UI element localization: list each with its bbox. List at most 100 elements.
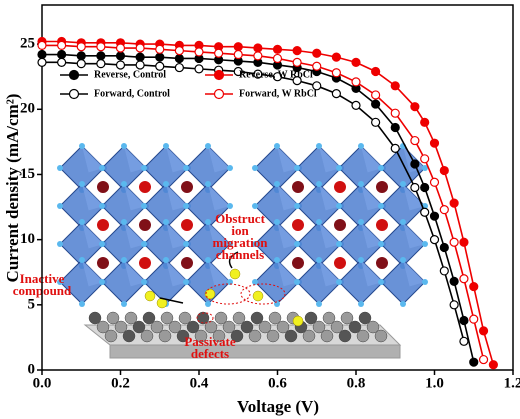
point (331, 52, 341, 62)
octahedron-face (403, 222, 425, 249)
substrate-atom (250, 311, 264, 325)
legend-marker (68, 69, 80, 81)
substrate-atom (222, 320, 236, 334)
anion (316, 301, 322, 307)
substrate-atom (186, 320, 200, 334)
point (155, 44, 165, 54)
anion (227, 165, 233, 171)
anion (141, 165, 147, 171)
point (420, 207, 430, 217)
anion (294, 241, 300, 247)
point (449, 237, 459, 247)
anion (79, 143, 85, 149)
anion (227, 279, 233, 285)
octahedron-face (277, 222, 299, 249)
anion (378, 241, 384, 247)
point (331, 89, 341, 99)
point (292, 57, 302, 67)
anion (79, 301, 85, 307)
substrate-atom (150, 320, 164, 334)
vacancy-ring (240, 283, 286, 305)
anion (205, 301, 211, 307)
point (76, 51, 86, 61)
point (410, 159, 420, 169)
substrate-atom (266, 329, 280, 343)
anion (336, 165, 342, 171)
annotation: Obstruct (215, 211, 266, 226)
point (214, 48, 224, 58)
point (96, 51, 106, 61)
arrow (228, 251, 239, 269)
point (449, 300, 459, 310)
anion (336, 241, 342, 247)
anion (316, 219, 322, 225)
substrate-atom (230, 329, 244, 343)
substrate-atom (338, 329, 352, 343)
point (390, 81, 400, 91)
point (135, 43, 145, 53)
anion (205, 219, 211, 225)
point (312, 61, 322, 71)
y-tick-label: 0 (28, 361, 36, 377)
point (478, 354, 489, 365)
point (115, 51, 126, 61)
point (76, 59, 86, 69)
anion (141, 279, 147, 285)
anion (316, 181, 322, 187)
point (449, 198, 459, 208)
anion (205, 143, 211, 149)
anion (57, 241, 63, 247)
octahedron-face (124, 184, 146, 211)
anion (141, 241, 147, 247)
point (429, 177, 440, 187)
point (233, 42, 243, 52)
anion (183, 165, 189, 171)
point (155, 61, 165, 71)
point (115, 43, 126, 53)
cation (181, 257, 193, 269)
octahedron-face (166, 260, 188, 287)
point (459, 274, 469, 284)
octahedron-face (82, 184, 104, 211)
octahedron-face (319, 222, 341, 249)
substrate-atom (194, 329, 208, 343)
substrate-atom (212, 329, 226, 343)
anion (274, 257, 280, 263)
anion (183, 279, 189, 285)
anion (121, 257, 127, 263)
point (174, 46, 184, 56)
arrow (159, 297, 184, 304)
point (351, 100, 361, 110)
anion (274, 219, 280, 225)
anion (227, 203, 233, 209)
anion (400, 257, 406, 263)
anion (252, 279, 258, 285)
point (410, 102, 420, 112)
octahedron-face (277, 184, 299, 211)
point (135, 52, 145, 62)
x-tick-label: 0.6 (268, 375, 287, 391)
anion (400, 181, 406, 187)
octahedron-face (361, 184, 383, 211)
point (253, 51, 263, 61)
cation (376, 181, 388, 193)
additive (252, 290, 264, 302)
point (429, 211, 440, 221)
substrate-atom (114, 320, 128, 334)
point (449, 276, 459, 286)
point (351, 77, 361, 87)
anion (316, 257, 322, 263)
substrate-atom (340, 311, 354, 325)
anion (274, 181, 280, 187)
cation (181, 219, 193, 231)
octahedron-face (166, 184, 188, 211)
point (420, 154, 430, 164)
substrate-atom (106, 311, 120, 325)
octahedron-face (361, 222, 383, 249)
substrate-atom (122, 329, 136, 343)
anion (422, 241, 428, 247)
substrate-atom (132, 320, 146, 334)
point (194, 47, 204, 57)
